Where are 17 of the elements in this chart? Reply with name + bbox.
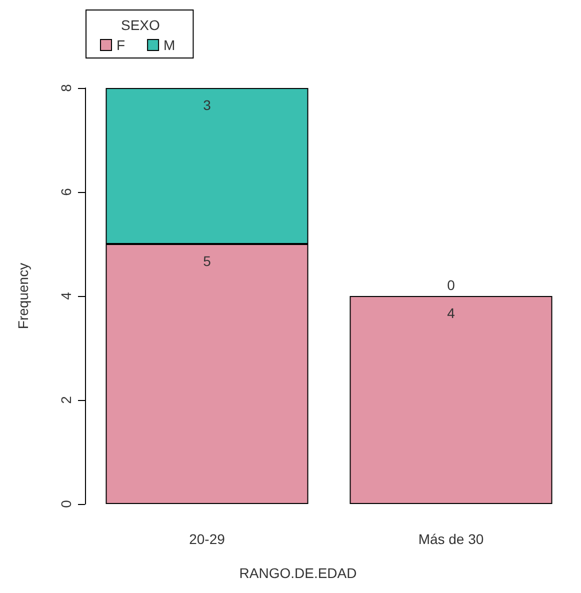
x-tick-label: Más de 30 xyxy=(418,531,484,547)
legend-label: F xyxy=(116,37,126,53)
y-tick-label: 6 xyxy=(58,188,74,196)
data-label: 3 xyxy=(203,97,212,113)
y-tick-label: 2 xyxy=(58,396,74,404)
data-label: 4 xyxy=(447,305,456,321)
y-tick-label: 0 xyxy=(58,500,74,508)
x-axis-title: RANGO.DE.EDAD xyxy=(239,565,357,581)
legend-label: M xyxy=(164,37,176,53)
x-tick-label: 20-29 xyxy=(189,531,226,547)
legend-title: SEXO xyxy=(121,17,160,33)
y-axis-title: Frequency xyxy=(15,262,31,330)
data-label: 0 xyxy=(447,277,456,293)
y-tick-label: 8 xyxy=(58,84,74,92)
y-tick-label: 4 xyxy=(58,292,74,300)
data-label: 5 xyxy=(203,253,212,269)
bar xyxy=(350,296,552,504)
